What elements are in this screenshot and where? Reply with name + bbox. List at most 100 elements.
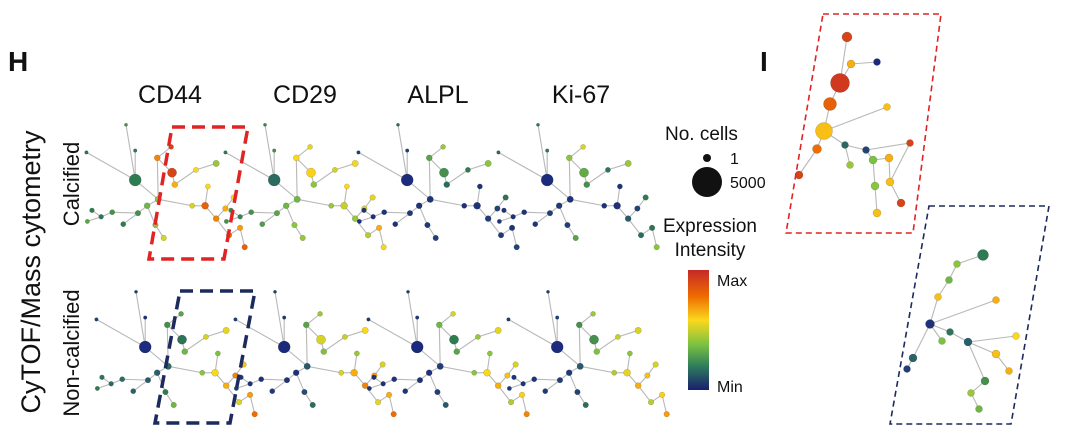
tree-edge bbox=[96, 318, 146, 348]
tree-edge bbox=[394, 378, 420, 381]
tree-node bbox=[906, 139, 914, 147]
tree-node bbox=[222, 382, 230, 389]
tree-node bbox=[119, 376, 126, 383]
tree-node bbox=[162, 389, 169, 396]
tree-edge bbox=[239, 227, 246, 248]
tree-noncalcified-ki67 bbox=[506, 289, 670, 418]
tree-node bbox=[406, 210, 414, 217]
tree-edge bbox=[798, 148, 818, 176]
tree-node bbox=[483, 369, 491, 377]
tree-node bbox=[248, 209, 255, 216]
tree-node bbox=[642, 194, 649, 201]
tree-edge bbox=[195, 162, 217, 171]
tree-node bbox=[542, 388, 549, 395]
tree-edge bbox=[397, 124, 408, 181]
tree-edge bbox=[334, 162, 356, 171]
tree-node bbox=[307, 144, 313, 150]
tree-edge bbox=[249, 394, 256, 415]
tree-node bbox=[84, 150, 89, 155]
tree-node bbox=[134, 289, 138, 294]
row-label-calcified: Calcified bbox=[59, 142, 84, 226]
tree-node bbox=[507, 399, 515, 406]
tree-node bbox=[945, 276, 953, 284]
tree-edge bbox=[97, 383, 112, 389]
tree-noncalcified-cd29 bbox=[233, 289, 397, 418]
tree-node bbox=[605, 167, 611, 173]
tree-node bbox=[203, 334, 209, 340]
tree-node bbox=[953, 260, 961, 268]
tree-node bbox=[494, 382, 502, 389]
tree-node bbox=[282, 315, 287, 320]
tree-node bbox=[170, 401, 177, 409]
tree-edge bbox=[651, 227, 658, 248]
tree-node bbox=[471, 369, 478, 376]
tree-edge bbox=[627, 218, 642, 236]
calcified-highlight-box bbox=[146, 125, 251, 261]
tree-edge bbox=[226, 216, 241, 222]
tree-node bbox=[659, 391, 666, 398]
tree-edge bbox=[558, 205, 568, 226]
tree-edge bbox=[344, 329, 366, 338]
tree-node bbox=[550, 340, 564, 354]
tree-node bbox=[299, 234, 306, 242]
tree-calcified-ki67 bbox=[496, 122, 660, 251]
tree-node bbox=[392, 221, 399, 228]
tree-node bbox=[317, 311, 323, 317]
tree-edge bbox=[499, 216, 514, 222]
tree-edge bbox=[125, 124, 136, 181]
tree-node bbox=[440, 144, 446, 150]
tree-edge bbox=[235, 318, 285, 348]
tree-edge bbox=[156, 157, 159, 200]
legend-size-small-node bbox=[703, 154, 711, 162]
tree-node bbox=[449, 334, 459, 345]
tree-node bbox=[494, 205, 501, 212]
tree-node bbox=[292, 369, 300, 377]
tree-node bbox=[94, 317, 99, 322]
tree-node bbox=[484, 159, 492, 167]
tree-node bbox=[328, 202, 335, 209]
tree-edge bbox=[844, 144, 867, 151]
tree-node bbox=[154, 154, 161, 162]
tree-node bbox=[415, 202, 423, 210]
tree-node bbox=[109, 209, 116, 216]
tree-node bbox=[338, 369, 345, 376]
expression-colorbar bbox=[688, 270, 709, 390]
tree-edge bbox=[323, 336, 346, 353]
tree-node bbox=[590, 311, 596, 317]
tree-node bbox=[402, 388, 409, 395]
tree-node bbox=[241, 244, 248, 251]
tree-node bbox=[980, 376, 990, 386]
tree-edge bbox=[368, 318, 418, 348]
tree-node bbox=[351, 159, 359, 167]
tree-node bbox=[496, 218, 502, 224]
tree-node bbox=[574, 389, 581, 396]
tree-node bbox=[332, 167, 338, 173]
tree-node bbox=[189, 202, 196, 209]
tree-node bbox=[369, 194, 376, 201]
tree-edge bbox=[456, 336, 479, 353]
tree-node bbox=[400, 173, 414, 187]
tree-edge bbox=[568, 157, 571, 200]
tree-node bbox=[223, 150, 228, 155]
tree-node bbox=[556, 377, 564, 384]
tree-node bbox=[647, 399, 655, 406]
tree-node bbox=[415, 315, 420, 320]
tree-node bbox=[309, 401, 316, 409]
tree-node bbox=[108, 381, 114, 387]
legend-color-max-label: Max bbox=[717, 273, 747, 290]
tree-node bbox=[566, 154, 573, 162]
tree-node bbox=[925, 319, 935, 329]
tree-node bbox=[555, 202, 563, 210]
tree-node bbox=[872, 208, 882, 218]
tree-node bbox=[351, 215, 359, 222]
tree-node bbox=[434, 389, 441, 396]
tree-edge bbox=[285, 205, 295, 226]
tree-node bbox=[301, 389, 308, 396]
marker-label-cd44: CD44 bbox=[138, 81, 202, 109]
tree-edge bbox=[112, 211, 138, 214]
tree-node bbox=[124, 122, 128, 127]
tree-edge bbox=[87, 216, 102, 222]
legend-size-large-node bbox=[692, 167, 722, 197]
tree-node bbox=[506, 385, 512, 391]
tree-node bbox=[138, 340, 152, 354]
